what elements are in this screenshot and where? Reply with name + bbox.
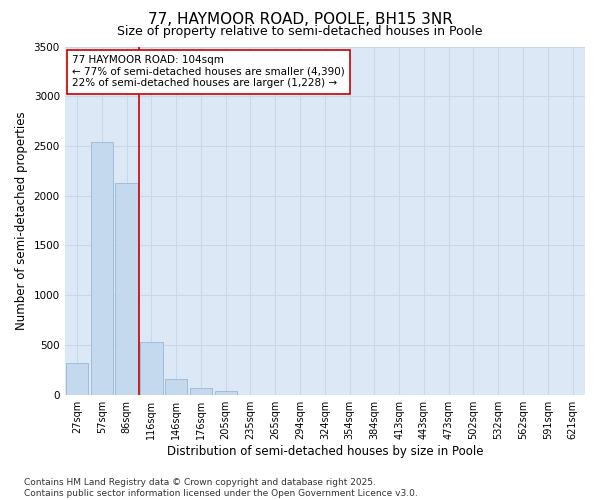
Bar <box>165 379 187 394</box>
Text: 77 HAYMOOR ROAD: 104sqm
← 77% of semi-detached houses are smaller (4,390)
22% of: 77 HAYMOOR ROAD: 104sqm ← 77% of semi-de… <box>73 55 345 88</box>
Y-axis label: Number of semi-detached properties: Number of semi-detached properties <box>15 112 28 330</box>
Bar <box>190 388 212 394</box>
Text: 77, HAYMOOR ROAD, POOLE, BH15 3NR: 77, HAYMOOR ROAD, POOLE, BH15 3NR <box>148 12 452 28</box>
Text: Size of property relative to semi-detached houses in Poole: Size of property relative to semi-detach… <box>117 25 483 38</box>
Bar <box>66 363 88 394</box>
Text: Contains HM Land Registry data © Crown copyright and database right 2025.
Contai: Contains HM Land Registry data © Crown c… <box>24 478 418 498</box>
Bar <box>140 342 163 394</box>
Bar <box>115 183 138 394</box>
Bar <box>215 390 237 394</box>
Bar <box>91 142 113 395</box>
X-axis label: Distribution of semi-detached houses by size in Poole: Distribution of semi-detached houses by … <box>167 444 483 458</box>
